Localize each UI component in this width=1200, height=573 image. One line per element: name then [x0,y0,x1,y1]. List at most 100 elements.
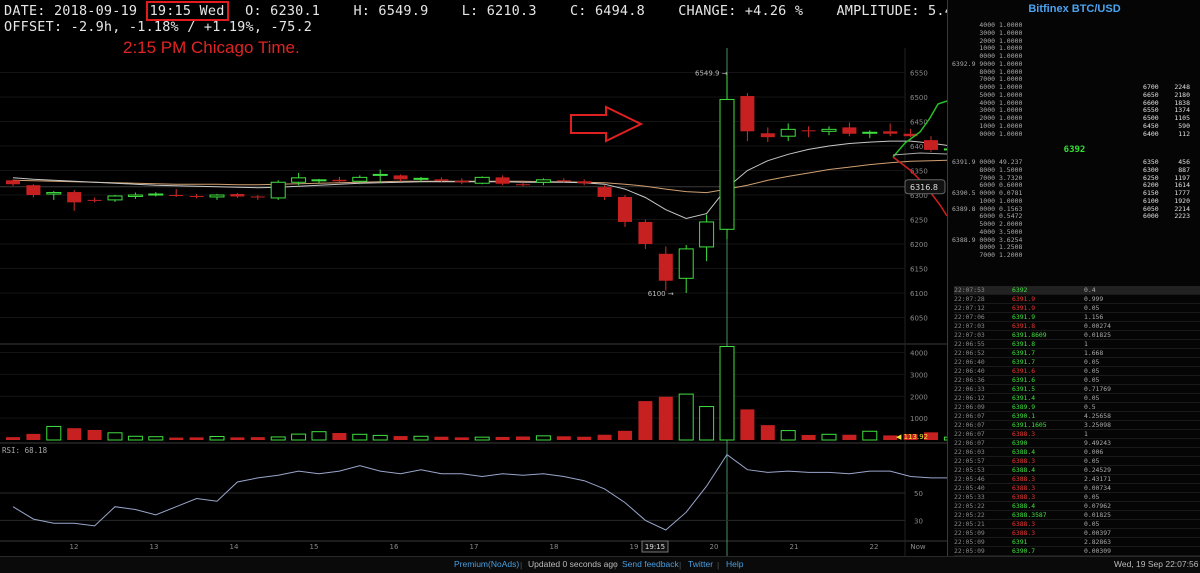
volume-bar [454,437,469,440]
trade-row: 22:05:53 6388.4 0.24529 [954,466,1200,475]
volume-bar [760,425,775,440]
volume-bar [719,346,735,441]
trade-time: 22:05:22 [954,511,985,519]
candle-body [189,195,204,197]
trade-row: 22:07:12 6391.9 0.05 [954,304,1200,313]
time-tick-label: 20 [710,543,719,551]
trade-price: 6391.6 [1012,376,1036,384]
trade-row: 22:06:12 6391.4 0.05 [954,394,1200,403]
price-tick-label: 6300 [910,192,928,200]
trade-amount: 0.05 [1084,394,1100,402]
trade-row: 22:07:03 6391.8609 0.01825 [954,331,1200,340]
trade-row: 22:06:40 6391.7 0.05 [954,358,1200,367]
order-book-row: 7000 1.0000 [952,75,1023,84]
trade-time: 22:06:55 [954,340,985,348]
candle-body [699,221,715,248]
candle-body [678,248,694,279]
price-chart[interactable]: 6050 6100 6150 6200 6250 6300 6350 6400 6450 6500… [0,0,947,556]
trade-time: 22:06:07 [954,430,985,438]
volume-bar [556,436,571,440]
offset-line: OFFSET: -2.9h, -1.18% / +1.19%, -75.2 [4,19,313,35]
trade-time: 22:06:03 [954,448,985,456]
mid-price: 6392 [1063,145,1086,155]
trade-price: 6388.3 [1012,457,1036,465]
candle-body [270,181,286,199]
projection-up-line [892,100,947,158]
trade-row: 22:06:07 6388.3 1 [954,430,1200,439]
help-link[interactable]: Help [726,559,744,569]
trade-price: 6391.9 [1012,295,1036,303]
trade-amount: 0.4 [1084,286,1096,294]
volume-bar [6,437,20,440]
volume-bar [903,434,918,440]
trade-price: 6391.1605 [1012,421,1047,429]
order-book-row: 6000 1.0000 [952,83,1023,91]
volume-bar [699,406,715,441]
trade-price: 6391.9 [1012,313,1036,321]
volume-bar [127,435,143,441]
order-book-row: 6000 0.6000 [952,181,1023,190]
order-book-row: 8000 1.5000 [952,165,1023,174]
volume-bar [26,433,41,440]
volume-bar [943,436,947,441]
footer-bar: Premium(NoAds) | Updated 0 seconds ago |… [0,556,1200,573]
time-tick-label: 19 [630,543,639,551]
trade-row: 22:05:57 6388.3 0.05 [954,457,1200,466]
trade-time: 22:06:07 [954,421,985,429]
candle-body [556,180,571,182]
candle-body [352,176,368,182]
candle-body [46,192,62,195]
time-tick-label: Now [910,543,926,551]
order-book-row: 8000 1.2508 [952,243,1023,252]
candle-body [434,179,449,181]
high-price-label: 6549.9 → [695,70,728,78]
order-book-row: 4000 1.0000 [952,21,1023,29]
trade-price: 6390.7 [1012,547,1036,555]
ohlc-values: O: 6230.1 H: 6549.9 L: 6210.3 C: 6494.8 … [228,3,1070,19]
order-book-row: 0000 1.0000 [952,129,1023,138]
asks-levels: 6700 2248 6650 2180 6600 1838 6550 1374 … [1100,83,1196,138]
trade-time: 22:05:33 [954,493,985,501]
rsi-tick-label: 30 [914,517,923,525]
order-book-row: 6390.5 0000 0.0781 [952,189,1023,197]
trade-amount: 2.43171 [1084,475,1111,483]
candle-body [454,180,469,183]
order-book-row: 3000 1.0000 [952,28,1023,37]
candle-body [597,187,612,197]
order-book-row: 6550 1374 [1100,106,1191,115]
trade-row: 22:06:40 6391.6 0.05 [954,367,1200,376]
clock: Wed, 19 Sep 22:07:56 [1114,559,1199,569]
candle-body [127,194,143,197]
trade-row: 22:05:09 6388.3 0.00397 [954,529,1200,538]
trade-row: 22:05:46 6388.3 2.43171 [954,475,1200,484]
time-tick-label: 22 [870,543,879,551]
send-feedback-link[interactable]: Send feedback [622,559,679,569]
trade-row: 22:06:33 6391.5 0.71769 [954,385,1200,394]
trade-amount: 0.00734 [1084,484,1111,492]
market-title: Bitfinex BTC/USD [1028,3,1121,15]
candle-body [842,127,857,134]
trade-time: 22:06:33 [954,385,985,393]
volume-bar [474,436,490,441]
trade-amount: 0.999 [1084,295,1104,303]
trade-history[interactable]: 22:07:53 6392 0.4 22:07:28 6391.9 0.999 22:07:… [954,286,1200,556]
order-book-row: 0000 1.0000 [952,52,1023,60]
trade-time: 22:06:09 [954,403,985,411]
price-tick-label: 6100 [910,290,928,298]
candle-body [169,195,184,196]
low-price-label: 6100 → [648,290,674,298]
trade-row: 22:05:22 6388.3587 0.01825 [954,511,1200,520]
candle-body [26,185,41,195]
time-tick-label: 12 [70,543,79,551]
candle-body [393,175,408,180]
premium-link[interactable]: Premium(NoAds) [454,559,520,569]
trade-amount: 0.05 [1084,358,1100,366]
candle-body [87,199,102,201]
trade-row: 22:05:40 6388.3 0.00734 [954,484,1200,493]
order-book-row: 6392.9 9000 1.0000 [952,59,1023,68]
candle-body [311,179,327,182]
trade-row: 22:05:33 6388.3 0.05 [954,493,1200,502]
order-book-panel: Bitfinex BTC/USD 4000 1.0000 3000 1.0000… [947,0,1200,556]
volume-bar [291,433,307,441]
twitter-link[interactable]: Twitter [688,559,714,569]
